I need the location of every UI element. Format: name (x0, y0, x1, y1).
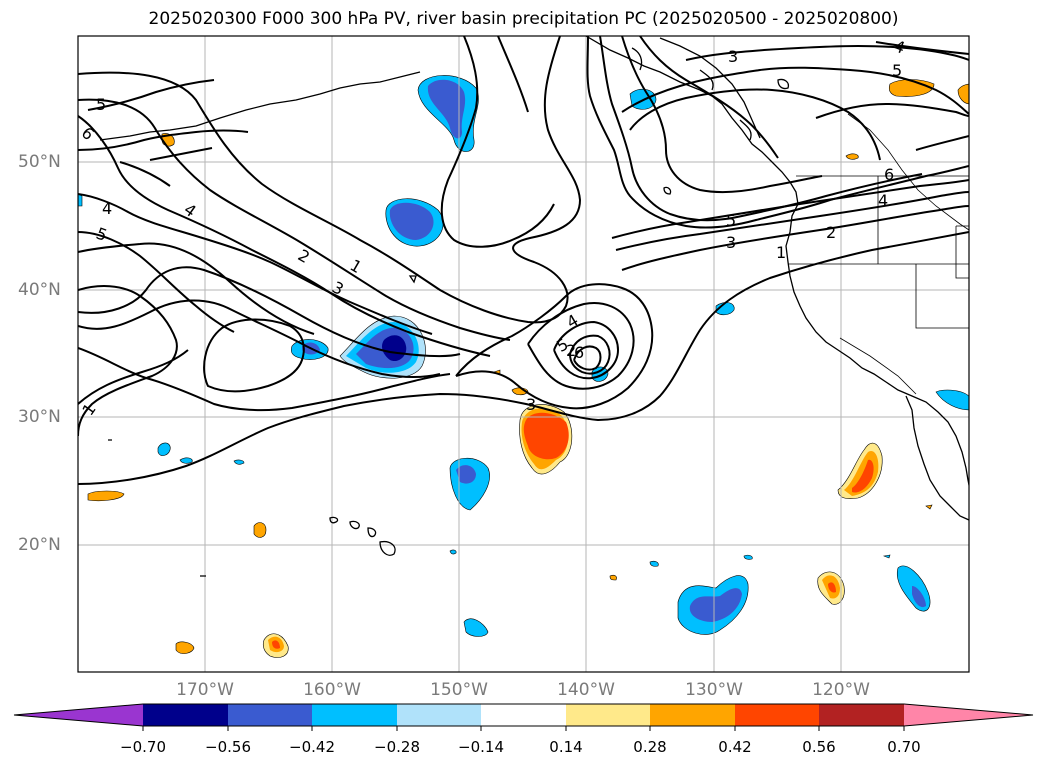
colorbar-tick-label: 0.70 (887, 738, 921, 756)
contour-label: 1 (776, 243, 786, 262)
colorbar-extend-min (14, 704, 143, 726)
colorbar-segment (312, 704, 397, 726)
contour-label: 4 (102, 199, 112, 218)
colorbar-tick-label: −0.28 (374, 738, 420, 756)
map-frame (77, 35, 970, 673)
colorbar-segment (143, 704, 228, 726)
pv-contours (78, 36, 969, 485)
lat-label-50n: 50°N (18, 152, 61, 172)
colorbar-segment (650, 704, 735, 726)
colorbar-segment (566, 704, 650, 726)
colorbar-segment (481, 704, 566, 726)
contour-label: 3 (526, 395, 536, 414)
map-title: 2025020300 F000 300 hPa PV, river basin … (148, 9, 899, 29)
precip-negative-blobs (78, 75, 969, 637)
lat-label-20n: 20°N (18, 535, 61, 555)
contour-label: 5 (726, 211, 736, 230)
colorbar-extend-max (904, 704, 1033, 726)
contour-label: 4 (878, 191, 888, 210)
lon-label-170w: 170°W (176, 680, 234, 700)
colorbar-tick-label: 0.56 (802, 738, 836, 756)
lon-label-120w: 120°W (812, 680, 870, 700)
contour-label: 5 (96, 95, 106, 114)
contour-label: 6 (78, 123, 98, 144)
colorbar-segment (819, 704, 904, 726)
contour-label: 4 (563, 310, 581, 332)
pv-contour-labels: 1 2 3 4 5 6 4 5 1 2 3 4 5 6 1 2 3 4 5 6 … (78, 36, 908, 419)
colorbar-segment (397, 704, 481, 726)
colorbar-tick-label: −0.42 (289, 738, 335, 756)
colorbar-tick-label: −0.70 (120, 738, 166, 756)
colorbar-tick-label: 0.42 (718, 738, 752, 756)
contour-label: 5 (94, 224, 110, 245)
colorbar-tick-label: 0.28 (633, 738, 667, 756)
contour-label: 3 (726, 233, 736, 252)
colorbar-segment (735, 704, 819, 726)
lat-label-40n: 40°N (18, 280, 61, 300)
lat-label-30n: 30°N (18, 407, 61, 427)
colorbar (13, 703, 1034, 731)
colorbar-segment (228, 704, 312, 726)
contour-label: 2 (566, 341, 576, 360)
colorbar-tick-label: −0.56 (205, 738, 251, 756)
colorbar-tick-label: 0.14 (549, 738, 583, 756)
colorbar-tick-label: −0.14 (458, 738, 504, 756)
lon-label-160w: 160°W (303, 680, 361, 700)
lon-label-140w: 140°W (557, 680, 615, 700)
contour-label: 2 (295, 245, 313, 267)
gridlines (78, 36, 969, 672)
contour-label: 1 (78, 400, 99, 419)
lon-label-130w: 130°W (685, 680, 743, 700)
lon-label-150w: 150°W (430, 680, 488, 700)
precip-positive-blobs (87, 79, 969, 658)
contour-label: 6 (884, 165, 894, 184)
contour-label: 3 (728, 47, 738, 66)
contour-label: 5 (892, 61, 902, 80)
contour-label: 2 (826, 223, 836, 242)
contour-label: 6 (574, 343, 584, 362)
